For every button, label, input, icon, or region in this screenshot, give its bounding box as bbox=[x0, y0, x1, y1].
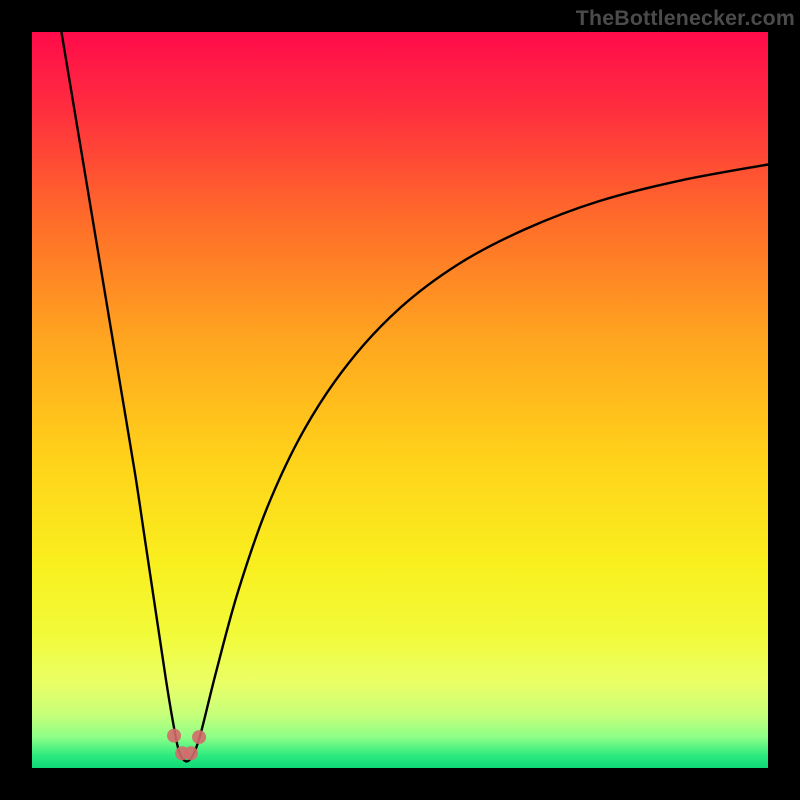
valley-marker-dot bbox=[184, 746, 198, 760]
attribution-label: TheBottlenecker.com bbox=[576, 6, 795, 31]
plot-area bbox=[32, 32, 768, 768]
valley-marker-dot bbox=[192, 730, 206, 744]
valley-marker-dot bbox=[167, 729, 181, 743]
valley-marker-group bbox=[167, 729, 206, 761]
chart-frame: TheBottlenecker.com bbox=[0, 0, 800, 800]
bottleneck-curve bbox=[61, 32, 768, 761]
curve-layer bbox=[32, 32, 768, 768]
